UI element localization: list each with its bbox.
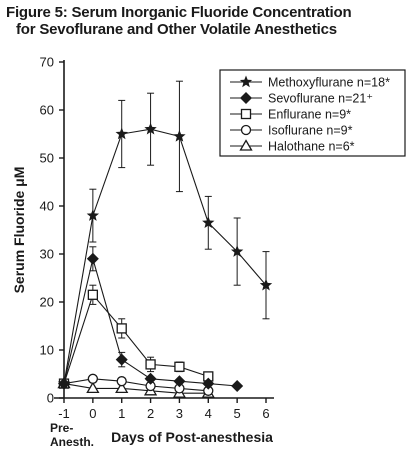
data-point — [173, 375, 186, 388]
x-tick-label: 5 — [234, 406, 241, 421]
legend-marker — [240, 92, 252, 104]
legend-marker — [240, 124, 252, 136]
data-point — [202, 216, 215, 229]
series-line — [63, 293, 209, 384]
x-tick-label: 3 — [176, 406, 183, 421]
x-tick-label: 2 — [147, 406, 154, 421]
chart-title: Figure 5: Serum Inorganic Fluoride Conce… — [6, 4, 352, 38]
y-tick-label: 50 — [40, 151, 54, 166]
data-point — [173, 129, 186, 142]
series-line — [63, 128, 267, 384]
series-layer — [57, 80, 273, 398]
legend-entry: Methoxyflurane n=18* — [268, 76, 390, 90]
series-line — [63, 383, 209, 394]
series-line — [63, 378, 209, 392]
chart-title-line-2: for Sevoflurane and Other Volatile Anest… — [16, 21, 337, 38]
legend-marker — [239, 139, 253, 151]
series-square — [58, 284, 214, 389]
y-tick-label: 30 — [40, 247, 54, 262]
legend-marker — [239, 75, 253, 88]
y-tick-label: 20 — [40, 295, 54, 310]
data-point — [86, 252, 99, 265]
data-point — [116, 376, 127, 387]
data-point — [57, 377, 71, 389]
data-point — [115, 127, 128, 140]
data-point — [116, 323, 127, 334]
y-axis-title: Serum Fluoride μM — [11, 167, 27, 294]
legend-entry: Isoflurane n=9* — [268, 124, 353, 138]
y-tick-label: 60 — [40, 103, 54, 118]
data-point — [115, 353, 128, 366]
x-extra-label-anesth: Anesth. — [50, 435, 94, 449]
legend-marker — [240, 108, 252, 120]
data-point — [115, 381, 129, 394]
data-point — [145, 359, 156, 370]
x-axis-title: Days of Post-anesthesia — [111, 429, 273, 445]
y-tick-label: 40 — [40, 199, 54, 214]
y-tick-label: 10 — [40, 343, 54, 358]
x-tick-label: -1 — [58, 406, 70, 421]
chart-title-line-1: Figure 5: Serum Inorganic Fluoride Conce… — [6, 4, 352, 21]
x-tick-label: 1 — [118, 406, 125, 421]
x-tick-label: 6 — [262, 406, 269, 421]
data-point — [86, 209, 100, 221]
x-tick-label: 4 — [205, 406, 212, 421]
x-tick-label: 0 — [89, 406, 96, 421]
series-circle — [58, 373, 214, 396]
data-point — [86, 381, 100, 394]
data-point — [87, 289, 99, 300]
data-point — [202, 377, 215, 390]
x-extra-label-pre: Pre- — [50, 421, 73, 435]
legend-entry: Sevoflurane n=21⁺ — [268, 92, 373, 106]
y-tick-label: 70 — [40, 55, 54, 70]
series-star — [57, 80, 273, 389]
data-point — [259, 278, 273, 291]
axes: 0 10 20 30 40 50 60 70 -1 0 1 2 3 4 5 6 Pre-Anesth. Days … — [11, 55, 274, 449]
data-point — [144, 372, 157, 385]
data-point — [174, 361, 185, 372]
data-point — [230, 245, 244, 257]
data-point — [87, 373, 99, 384]
data-point — [231, 380, 244, 392]
y-tick-label: 0 — [47, 391, 54, 406]
legend-entry: Enflurane n=9* — [268, 108, 351, 122]
series-diamond — [58, 246, 244, 392]
legend-entry: Halothane n=6* — [268, 140, 355, 154]
legend: Methoxyflurane n=18* Sevoflurane n=21⁺ Enf… — [219, 69, 406, 157]
data-point — [144, 122, 157, 135]
